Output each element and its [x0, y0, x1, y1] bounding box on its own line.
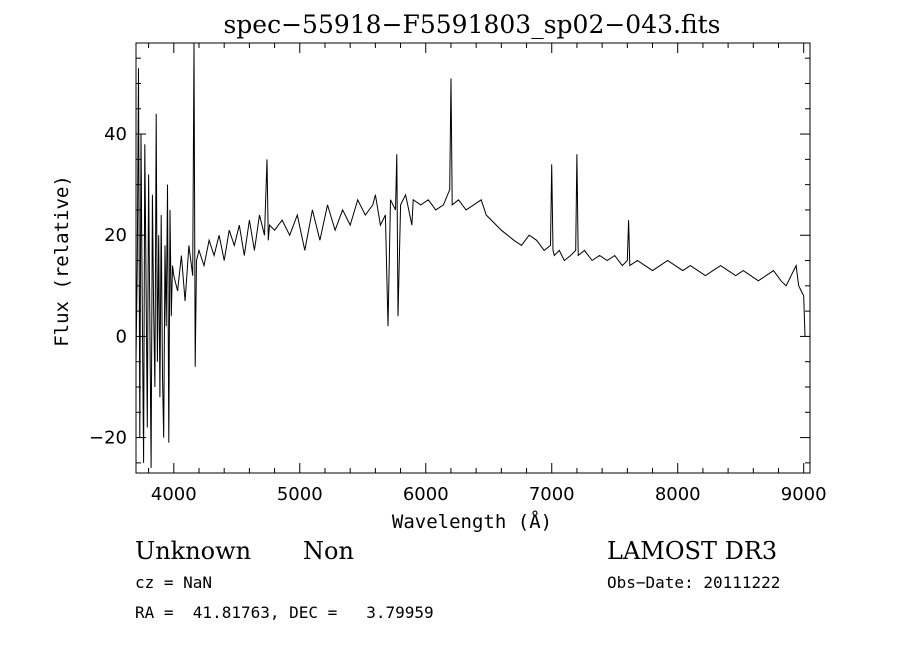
coords-line: RA = 41.81763, DEC = 3.79959: [135, 603, 434, 622]
plot-frame: [135, 42, 811, 474]
axis-ticks: [136, 43, 810, 473]
x-axis-label: Wavelength (Å): [392, 510, 552, 533]
chart-title: spec−55918−F5591803_sp02−043.fits: [223, 10, 720, 39]
x-tick-label: 5000: [277, 484, 323, 505]
y-tick-labels: −20 0 20 40: [89, 124, 127, 449]
x-tick-label: 4000: [151, 484, 197, 505]
spectrum-line: [135, 42, 806, 468]
survey-label: LAMOST DR3: [607, 537, 778, 565]
y-tick-label: −20: [89, 428, 127, 449]
object-subclass: Non: [303, 537, 354, 565]
obs-date-line: Obs−Date: 20111222: [607, 573, 781, 592]
x-tick-labels: 4000 5000 6000 7000 8000 9000: [151, 484, 827, 505]
y-tick-label: 40: [104, 124, 127, 145]
x-tick-label: 8000: [655, 484, 701, 505]
x-tick-label: 7000: [529, 484, 575, 505]
y-axis-label: Flux (relative): [51, 175, 73, 347]
redshift-line: cz = NaN: [135, 573, 213, 592]
object-class: Unknown: [135, 537, 252, 565]
y-tick-label: 20: [104, 225, 127, 246]
x-tick-label: 9000: [781, 484, 827, 505]
x-tick-label: 6000: [403, 484, 449, 505]
y-tick-label: 0: [116, 326, 127, 347]
